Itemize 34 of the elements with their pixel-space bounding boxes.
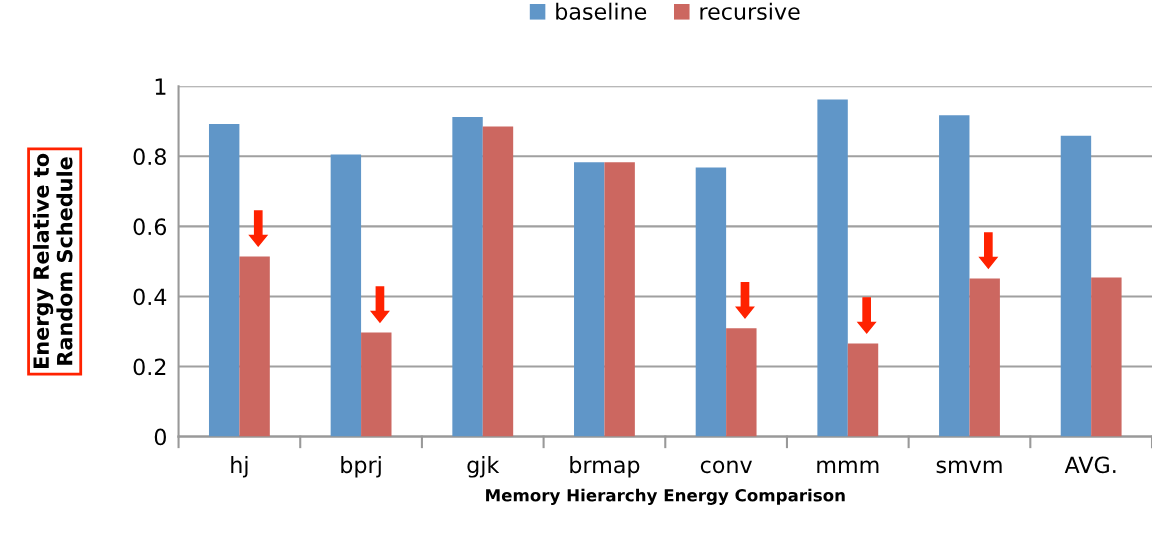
- bar: [726, 328, 757, 437]
- x-axis-title: Memory Hierarchy Energy Comparison: [486, 488, 845, 505]
- x-tick-label: smvm: [936, 460, 1002, 474]
- bar: [817, 99, 848, 437]
- bar: [239, 256, 270, 437]
- bar: [604, 162, 635, 437]
- x-tick-label: AVG.: [1064, 456, 1116, 474]
- bar: [1091, 277, 1122, 437]
- bar: [361, 332, 392, 437]
- y-tick-label: 1: [155, 78, 166, 95]
- bar: [939, 115, 970, 437]
- bar: [482, 126, 514, 437]
- x-tick-label: hj: [231, 456, 248, 478]
- bar: [847, 343, 879, 437]
- y-tick-label: 0.6: [133, 218, 167, 236]
- y-axis-title: Energy Relative to Random Schedule: [32, 153, 73, 368]
- bar: [695, 167, 727, 437]
- bar: [574, 162, 605, 437]
- legend-label: recursive: [700, 2, 800, 20]
- y-tick-label: 0.8: [133, 148, 166, 166]
- x-tick-label: gjk: [467, 456, 500, 478]
- x-tick-label: brmap: [570, 456, 640, 478]
- bar: [1060, 135, 1092, 437]
- y-tick-label: 0.4: [133, 288, 167, 306]
- bar: [330, 154, 362, 437]
- x-tick-label: conv: [700, 460, 752, 474]
- bar: [452, 117, 483, 437]
- bar: [208, 124, 240, 437]
- x-tick-label: mmm: [817, 460, 879, 473]
- y-tick-label: 0: [154, 428, 166, 446]
- bar: [969, 278, 1000, 437]
- y-tick-label: 0.2: [133, 358, 166, 376]
- x-tick-label: bprj: [341, 456, 381, 478]
- legend-label: baseline: [556, 2, 647, 20]
